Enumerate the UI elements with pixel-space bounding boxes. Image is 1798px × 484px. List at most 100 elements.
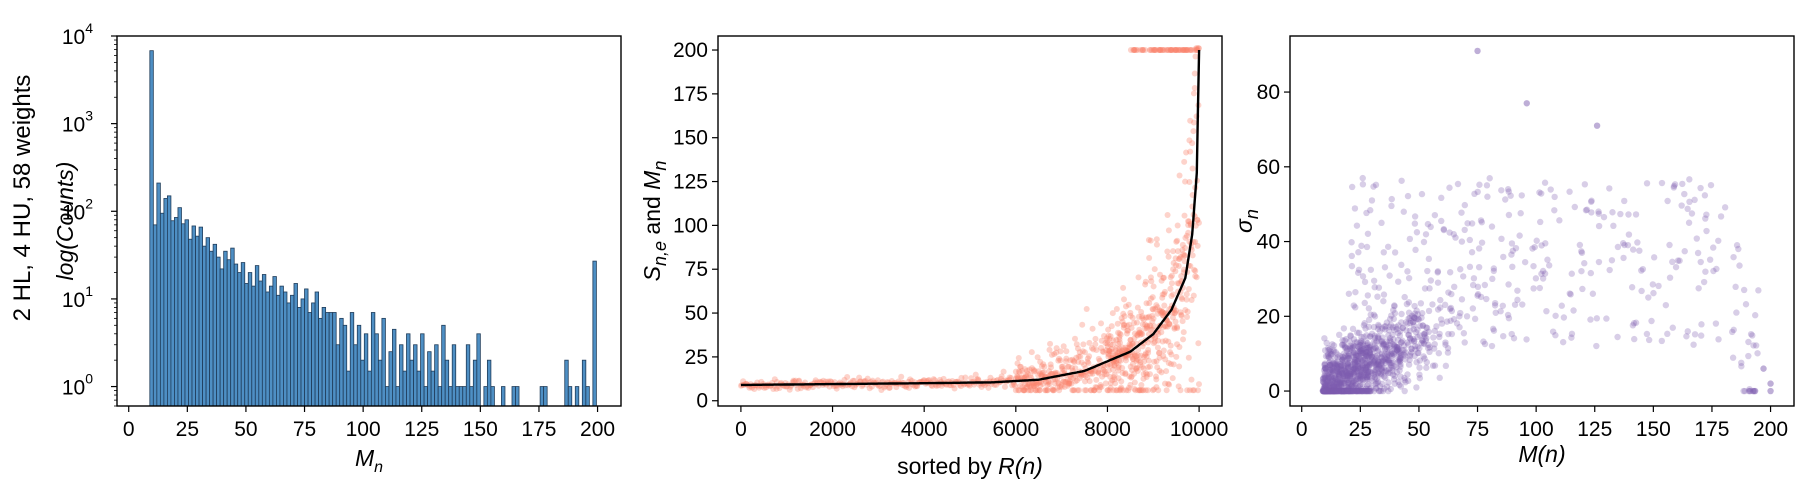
scatter-point xyxy=(1582,207,1590,214)
scatter-point xyxy=(1332,387,1340,395)
scatter-point xyxy=(978,383,985,390)
scatter-point xyxy=(1174,280,1181,287)
scatter-point xyxy=(1173,47,1180,54)
scatter-point xyxy=(1688,210,1696,217)
scatter-point xyxy=(1181,258,1188,265)
scatter-point xyxy=(1193,274,1200,281)
scatter-point xyxy=(1365,305,1373,312)
histogram-bar xyxy=(585,386,590,407)
scatter-point xyxy=(1156,354,1163,361)
scatter-point xyxy=(1327,387,1334,395)
scatter-point xyxy=(1320,374,1328,382)
scatter-point xyxy=(1425,341,1432,349)
scatter-point xyxy=(1531,243,1538,251)
scatter-point xyxy=(1120,310,1127,317)
scatter-point xyxy=(1350,369,1357,377)
scatter-point xyxy=(1335,386,1343,393)
scatter-point xyxy=(1193,45,1200,52)
scatter-point xyxy=(1134,304,1141,311)
scatter-point xyxy=(1382,367,1389,374)
scatter-point xyxy=(1423,364,1430,371)
scatter-point xyxy=(1423,334,1430,342)
scatter-point xyxy=(1377,365,1385,373)
scatter-point xyxy=(1065,379,1072,386)
scatter-point xyxy=(1143,373,1150,380)
scatter-point xyxy=(1387,321,1395,329)
scatter-point xyxy=(1389,364,1396,372)
scatter-point xyxy=(1358,368,1365,376)
scatter-point xyxy=(1084,358,1091,365)
scatter-point xyxy=(1625,231,1633,238)
scatter-point xyxy=(1760,365,1767,372)
scatter-point xyxy=(1363,362,1371,370)
scatter-point xyxy=(1717,213,1725,220)
scatter-point xyxy=(1402,356,1409,363)
scatter-point xyxy=(1367,361,1374,368)
scatter-point xyxy=(1458,238,1466,245)
scatter-point xyxy=(1028,365,1035,372)
scatter-point xyxy=(1115,329,1122,336)
scatter-point xyxy=(1364,368,1372,375)
scatter-point xyxy=(1352,384,1360,392)
scatter-point xyxy=(1143,300,1150,307)
scatter-point xyxy=(1138,382,1145,389)
scatter-point xyxy=(1393,347,1400,354)
scatter-point xyxy=(1322,365,1329,372)
scatter-point xyxy=(1112,380,1119,387)
histogram-bar xyxy=(511,386,516,407)
scatter-point xyxy=(1319,375,1327,383)
scatter-point xyxy=(1131,385,1138,392)
scatter-point xyxy=(1330,383,1337,391)
scatter-point xyxy=(1354,387,1361,395)
scatter-point xyxy=(1328,387,1335,395)
scatter-point xyxy=(1405,274,1413,282)
scatter-point xyxy=(1323,367,1330,374)
scatter-point xyxy=(1383,355,1390,363)
scatter-point xyxy=(1102,380,1109,387)
scatter-point xyxy=(1184,313,1191,320)
scatter-point xyxy=(1380,364,1388,372)
scatter-point xyxy=(1390,353,1398,360)
scatter-point xyxy=(1376,363,1383,370)
scatter-point xyxy=(1040,361,1047,368)
histogram-bar xyxy=(195,235,200,407)
scatter-point xyxy=(1441,301,1449,309)
scatter-point xyxy=(1358,242,1365,250)
scatter-point xyxy=(1062,358,1069,365)
histogram-bar xyxy=(356,324,362,407)
scatter-point xyxy=(1397,383,1405,390)
scatter-point xyxy=(1164,323,1171,330)
scatter-point xyxy=(1109,310,1116,317)
scatter-point xyxy=(1127,337,1134,344)
scatter-point xyxy=(1145,237,1152,244)
histogram-bar xyxy=(177,207,182,407)
scatter-point xyxy=(1391,343,1398,350)
scatter-point xyxy=(833,385,840,392)
y-tick-label: 75 xyxy=(685,258,708,281)
scatter-point xyxy=(1348,381,1355,389)
scatter-point xyxy=(1385,359,1393,367)
scatter-point xyxy=(1383,368,1390,375)
scatter-point xyxy=(1489,275,1496,283)
scatter-point xyxy=(907,376,914,383)
scatter-point xyxy=(1069,356,1076,363)
histogram-bar xyxy=(564,359,569,407)
scatter-point xyxy=(1614,333,1621,341)
scatter-point xyxy=(1328,384,1335,391)
scatter-point xyxy=(1447,304,1455,312)
scatter-point xyxy=(1014,374,1021,381)
scatter-point xyxy=(1638,287,1645,295)
histogram-bar xyxy=(423,386,429,407)
scatter-point xyxy=(1172,255,1179,262)
scatter-point xyxy=(1142,370,1149,377)
scatter-point xyxy=(1184,387,1191,394)
scatter-point xyxy=(1517,210,1524,217)
histogram-bar xyxy=(290,294,295,407)
scatter-point xyxy=(1083,387,1090,394)
scatter-point xyxy=(1107,333,1114,340)
scatter-point xyxy=(1330,359,1337,367)
scatter-point xyxy=(1417,300,1425,307)
scatter-point xyxy=(1173,238,1180,245)
scatter-point xyxy=(1683,333,1690,340)
scatter-point xyxy=(1170,291,1177,298)
